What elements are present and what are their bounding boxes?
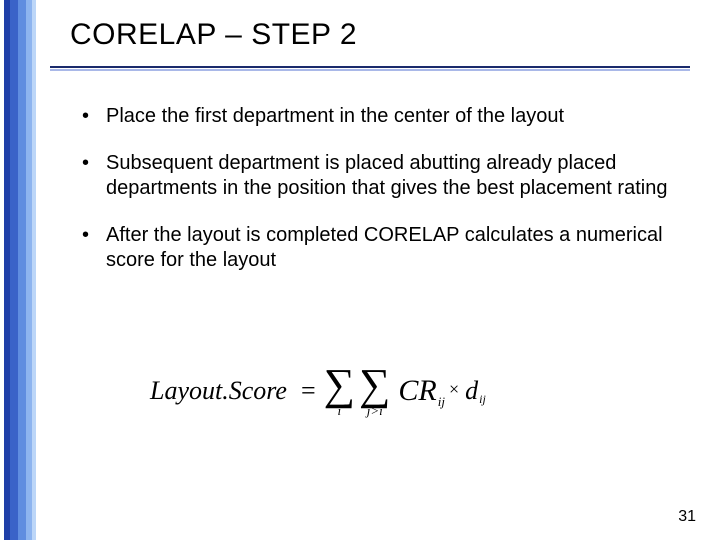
left-accent-stripe (0, 0, 36, 540)
cr-subscript: ij (438, 394, 445, 410)
accent-bar-5 (32, 0, 36, 540)
formula: Layout.Score = ∑ i ∑ j>i CR ij × d ij (150, 356, 590, 426)
sigma-1-sub: i (338, 403, 342, 419)
bullet-item-3: After the layout is completed CORELAP ca… (80, 223, 680, 273)
d-term: d ij (465, 376, 486, 406)
sigma-symbol-2: ∑ (359, 363, 390, 407)
d-subscript: ij (479, 392, 486, 407)
sigma-1: ∑ i (324, 363, 355, 419)
bullet-item-2: Subsequent department is placed abutting… (80, 151, 680, 201)
page-number: 31 (678, 508, 696, 526)
accent-bar-3 (18, 0, 26, 540)
formula-equals: = (301, 376, 316, 406)
formula-lhs: Layout.Score (150, 376, 287, 406)
bullet-list: Place the first department in the center… (80, 104, 680, 273)
bullet-item-1: Place the first department in the center… (80, 104, 680, 129)
d-symbol: d (465, 376, 478, 406)
content-area: Place the first department in the center… (80, 104, 680, 273)
slide-title-block: CORELAP – STEP 2 (70, 18, 357, 52)
cr-symbol: CR (398, 374, 436, 408)
cr-term: CR ij (398, 374, 445, 408)
formula-row: Layout.Score = ∑ i ∑ j>i CR ij × d ij (150, 356, 590, 426)
sigma-symbol-1: ∑ (324, 363, 355, 407)
title-underline-dark (50, 66, 690, 68)
sigma-2: ∑ j>i (359, 363, 390, 419)
times-symbol: × (449, 379, 459, 400)
sigma-2-sub: j>i (367, 403, 383, 419)
title-underline (50, 66, 690, 72)
title-underline-light (50, 69, 690, 71)
accent-bar-2 (10, 0, 18, 540)
slide-title: CORELAP – STEP 2 (70, 18, 357, 52)
